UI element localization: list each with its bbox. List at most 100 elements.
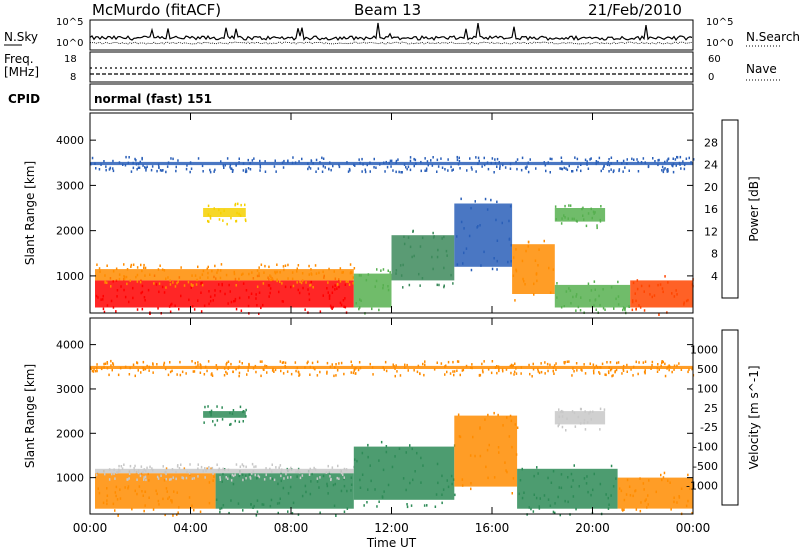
data-speckle <box>452 282 454 285</box>
nsearch-label: N.Search <box>746 30 800 44</box>
data-speckle <box>118 273 121 276</box>
data-speckle <box>561 160 563 164</box>
data-speckle <box>141 284 144 288</box>
data-speckle <box>284 361 287 365</box>
data-speckle <box>314 264 317 267</box>
data-speckle <box>490 371 493 375</box>
data-speckle <box>651 295 653 299</box>
data-speckle <box>176 513 178 516</box>
data-speckle <box>292 284 295 288</box>
data-speckle <box>269 467 271 471</box>
x-tick-label: 08:00 <box>274 521 309 535</box>
data-speckle <box>642 157 645 160</box>
data-speckle <box>285 472 287 476</box>
data-speckle <box>222 504 225 507</box>
data-speckle <box>440 157 442 160</box>
data-speckle <box>171 302 173 306</box>
data-speckle <box>498 161 500 164</box>
data-speckle <box>344 283 347 286</box>
data-speckle <box>287 160 289 164</box>
data-speckle <box>456 360 459 363</box>
data-speckle <box>617 280 619 284</box>
data-speckle <box>621 162 623 165</box>
data-speckle <box>100 367 103 371</box>
data-speckle <box>521 259 524 263</box>
data-speckle <box>458 156 460 160</box>
data-speckle <box>109 166 112 170</box>
data-speckle <box>395 161 397 164</box>
data-speckle <box>383 490 385 493</box>
data-speckle <box>124 295 127 299</box>
data-speckle <box>558 423 560 426</box>
data-speckle <box>511 365 513 368</box>
data-speckle <box>635 360 637 364</box>
data-speckle <box>358 158 360 161</box>
data-speckle <box>664 160 666 164</box>
data-speckle <box>106 499 108 502</box>
data-speckle <box>389 271 391 274</box>
data-speckle <box>361 170 363 173</box>
data-speckle <box>595 162 597 166</box>
data-speckle <box>685 157 688 160</box>
data-speckle <box>238 474 240 478</box>
data-speckle <box>687 298 689 302</box>
data-speckle <box>207 360 210 363</box>
data-speckle <box>656 367 659 370</box>
data-speckle <box>243 410 245 413</box>
data-speckle <box>515 160 517 164</box>
data-speckle <box>322 270 324 274</box>
data-speckle <box>119 497 122 500</box>
data-speckle <box>383 161 385 164</box>
data-speckle <box>632 494 634 498</box>
data-speckle <box>242 272 244 276</box>
data-speckle <box>230 216 232 220</box>
data-speckle <box>608 503 610 506</box>
data-speckle <box>118 468 120 471</box>
data-speckle <box>585 482 588 485</box>
data-speckle <box>128 472 131 475</box>
data-speckle <box>533 474 535 478</box>
data-speckle <box>479 454 482 458</box>
data-speckle <box>397 158 399 161</box>
data-speckle <box>409 159 412 163</box>
data-speckle <box>140 291 142 295</box>
data-speckle <box>615 297 617 301</box>
data-speckle <box>634 292 636 295</box>
data-speckle <box>297 288 299 292</box>
data-speckle <box>112 270 115 273</box>
data-speckle <box>355 302 357 305</box>
data-band <box>630 280 693 308</box>
data-speckle <box>155 489 157 493</box>
data-speckle <box>280 468 283 471</box>
data-speckle <box>280 474 282 478</box>
data-speckle <box>270 498 273 502</box>
data-speckle <box>287 263 289 267</box>
data-speckle <box>203 373 206 376</box>
data-speckle <box>136 308 139 311</box>
data-speckle <box>347 170 350 173</box>
data-speckle <box>240 273 243 276</box>
data-speckle <box>297 513 300 516</box>
data-speckle <box>685 299 688 303</box>
data-speckle <box>92 370 95 373</box>
data-speckle <box>488 443 490 447</box>
data-speckle <box>433 368 436 371</box>
data-speckle <box>269 274 271 277</box>
data-speckle <box>277 482 279 486</box>
data-speckle <box>532 510 535 513</box>
data-speckle <box>335 374 337 377</box>
data-speckle <box>359 486 362 489</box>
data-speckle <box>114 491 117 494</box>
data-speckle <box>552 268 555 271</box>
data-speckle <box>309 467 311 471</box>
data-speckle <box>471 363 473 366</box>
colorbar-tick-label: -100 <box>693 441 718 454</box>
data-speckle <box>133 467 135 470</box>
data-speckle <box>588 412 590 415</box>
data-speckle <box>560 486 563 490</box>
data-speckle <box>271 278 274 281</box>
data-speckle <box>153 282 155 285</box>
data-speckle <box>169 310 172 313</box>
data-speckle <box>671 164 673 167</box>
data-speckle <box>327 281 329 284</box>
